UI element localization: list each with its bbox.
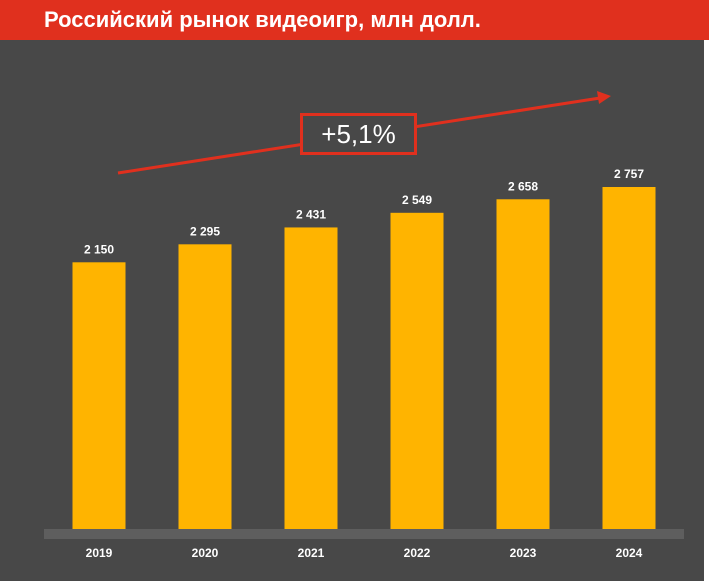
bar-2022 — [390, 212, 444, 530]
bar-2021 — [284, 227, 338, 529]
bar-2019 — [72, 262, 126, 529]
chart-title: Российский рынок видеоигр, млн долл. — [44, 7, 481, 32]
right-margin — [704, 40, 709, 581]
category-label-2021: 2021 — [298, 546, 325, 560]
value-label-2023: 2 658 — [508, 179, 538, 193]
category-label-2022: 2022 — [404, 546, 431, 560]
value-label-2020: 2 295 — [190, 224, 220, 238]
category-label-2019: 2019 — [86, 546, 113, 560]
bars-group: 2 150 2019 2 295 2020 2 431 2021 2 549 2022 2 65… — [72, 167, 656, 560]
value-label-2022: 2 549 — [402, 193, 432, 207]
category-label-2023: 2023 — [510, 546, 537, 560]
bar-2024 — [602, 187, 656, 529]
bar-2023 — [496, 199, 550, 529]
value-label-2024: 2 757 — [614, 167, 644, 181]
cagr-badge: +5,1% — [300, 113, 417, 155]
bar-2020 — [178, 244, 232, 529]
header-bar: Российский рынок видеоигр, млн долл. — [0, 0, 709, 40]
value-label-2021: 2 431 — [296, 207, 326, 221]
value-label-2019: 2 150 — [84, 242, 114, 256]
growth-arrow-head — [597, 91, 611, 104]
x-axis-baseline — [44, 529, 684, 539]
category-label-2020: 2020 — [192, 546, 219, 560]
category-label-2024: 2024 — [616, 546, 643, 560]
